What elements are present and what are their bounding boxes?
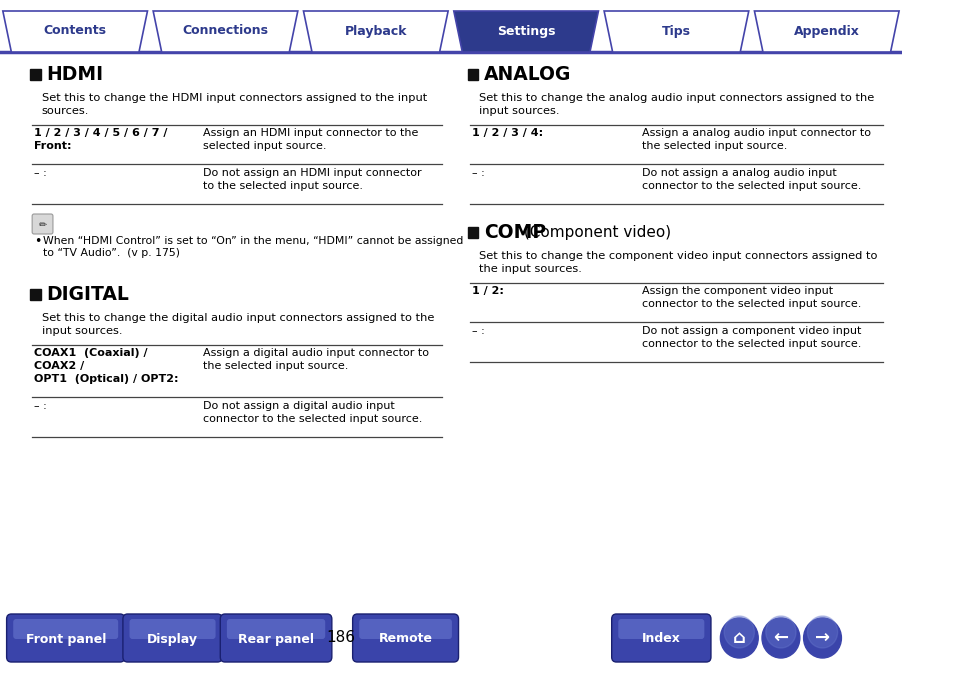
Polygon shape bbox=[454, 11, 598, 52]
Text: Do not assign a analog audio input: Do not assign a analog audio input bbox=[641, 168, 836, 178]
FancyBboxPatch shape bbox=[353, 614, 458, 662]
Text: – :: – : bbox=[34, 168, 47, 178]
Text: Index: Index bbox=[641, 633, 680, 645]
Text: OPT1  (Optical) / OPT2:: OPT1 (Optical) / OPT2: bbox=[34, 374, 178, 384]
Text: COAX2 /: COAX2 / bbox=[34, 361, 84, 371]
Text: Appendix: Appendix bbox=[793, 24, 859, 38]
Polygon shape bbox=[603, 11, 748, 52]
Text: the input sources.: the input sources. bbox=[478, 264, 581, 274]
Text: Assign a analog audio input connector to: Assign a analog audio input connector to bbox=[641, 128, 870, 138]
Text: Settings: Settings bbox=[497, 24, 555, 38]
Text: Tips: Tips bbox=[661, 24, 690, 38]
FancyBboxPatch shape bbox=[7, 614, 125, 662]
Text: COAX1  (Coaxial) /: COAX1 (Coaxial) / bbox=[34, 348, 148, 358]
Text: Front panel: Front panel bbox=[26, 633, 106, 645]
Text: Rear panel: Rear panel bbox=[238, 633, 314, 645]
Text: Display: Display bbox=[147, 633, 198, 645]
Text: Assign a digital audio input connector to: Assign a digital audio input connector t… bbox=[203, 348, 429, 358]
Text: input sources.: input sources. bbox=[478, 106, 559, 116]
Polygon shape bbox=[3, 11, 148, 52]
Circle shape bbox=[802, 618, 841, 658]
Circle shape bbox=[720, 618, 758, 658]
FancyBboxPatch shape bbox=[32, 214, 52, 234]
Text: connector to the selected input source.: connector to the selected input source. bbox=[641, 181, 861, 191]
FancyBboxPatch shape bbox=[13, 619, 118, 639]
Text: Do not assign an HDMI input connector: Do not assign an HDMI input connector bbox=[203, 168, 421, 178]
FancyBboxPatch shape bbox=[618, 619, 703, 639]
Text: Remote: Remote bbox=[378, 633, 432, 645]
Text: ←: ← bbox=[773, 629, 787, 647]
Polygon shape bbox=[303, 11, 448, 52]
Text: the selected input source.: the selected input source. bbox=[641, 141, 787, 151]
Text: Set this to change the analog audio input connectors assigned to the: Set this to change the analog audio inpu… bbox=[478, 93, 874, 103]
FancyBboxPatch shape bbox=[359, 619, 452, 639]
Text: ✏: ✏ bbox=[38, 220, 47, 230]
Text: the selected input source.: the selected input source. bbox=[203, 361, 348, 371]
Text: Do not assign a component video input: Do not assign a component video input bbox=[641, 326, 861, 336]
Text: DIGITAL: DIGITAL bbox=[47, 285, 129, 304]
Text: Front:: Front: bbox=[34, 141, 71, 151]
Text: HDMI: HDMI bbox=[47, 65, 103, 85]
Text: Contents: Contents bbox=[44, 24, 107, 38]
Text: ANALOG: ANALOG bbox=[483, 65, 571, 85]
Text: 1 / 2 / 3 / 4:: 1 / 2 / 3 / 4: bbox=[472, 128, 542, 138]
FancyBboxPatch shape bbox=[611, 614, 710, 662]
Bar bbox=[30, 289, 41, 300]
Text: Playback: Playback bbox=[344, 24, 407, 38]
Text: 1 / 2 / 3 / 4 / 5 / 6 / 7 /: 1 / 2 / 3 / 4 / 5 / 6 / 7 / bbox=[34, 128, 168, 138]
Circle shape bbox=[723, 616, 754, 648]
Text: connector to the selected input source.: connector to the selected input source. bbox=[203, 414, 422, 424]
Text: Assign the component video input: Assign the component video input bbox=[641, 286, 833, 296]
Text: – :: – : bbox=[34, 401, 47, 411]
Text: Set this to change the digital audio input connectors assigned to the: Set this to change the digital audio inp… bbox=[42, 313, 434, 323]
Text: selected input source.: selected input source. bbox=[203, 141, 326, 151]
Bar bbox=[468, 227, 477, 238]
FancyBboxPatch shape bbox=[130, 619, 215, 639]
Text: – :: – : bbox=[472, 326, 484, 336]
Text: connector to the selected input source.: connector to the selected input source. bbox=[641, 339, 861, 349]
Bar bbox=[468, 69, 477, 80]
Text: to “TV Audio”.  (v p. 175): to “TV Audio”. (v p. 175) bbox=[44, 248, 180, 258]
Text: Assign an HDMI input connector to the: Assign an HDMI input connector to the bbox=[203, 128, 418, 138]
Text: COMP: COMP bbox=[483, 223, 546, 242]
Text: 1 / 2:: 1 / 2: bbox=[472, 286, 503, 296]
Text: →: → bbox=[814, 629, 829, 647]
Circle shape bbox=[806, 616, 837, 648]
Bar bbox=[30, 69, 41, 80]
FancyBboxPatch shape bbox=[123, 614, 222, 662]
Polygon shape bbox=[153, 11, 297, 52]
Circle shape bbox=[765, 616, 795, 648]
Text: •: • bbox=[34, 234, 41, 248]
Text: Connections: Connections bbox=[182, 24, 268, 38]
Text: ⌂: ⌂ bbox=[732, 629, 745, 647]
Text: input sources.: input sources. bbox=[42, 326, 122, 336]
Text: sources.: sources. bbox=[42, 106, 89, 116]
Polygon shape bbox=[754, 11, 898, 52]
FancyBboxPatch shape bbox=[227, 619, 325, 639]
Text: (Component video): (Component video) bbox=[518, 225, 670, 240]
Text: Set this to change the HDMI input connectors assigned to the input: Set this to change the HDMI input connec… bbox=[42, 93, 426, 103]
Text: to the selected input source.: to the selected input source. bbox=[203, 181, 363, 191]
Text: Set this to change the component video input connectors assigned to: Set this to change the component video i… bbox=[478, 251, 877, 261]
Text: When “HDMI Control” is set to “On” in the menu, “HDMI” cannot be assigned: When “HDMI Control” is set to “On” in th… bbox=[44, 236, 463, 246]
Text: 186: 186 bbox=[326, 631, 355, 645]
Circle shape bbox=[761, 618, 799, 658]
Text: – :: – : bbox=[472, 168, 484, 178]
Text: Do not assign a digital audio input: Do not assign a digital audio input bbox=[203, 401, 395, 411]
Text: connector to the selected input source.: connector to the selected input source. bbox=[641, 299, 861, 309]
FancyBboxPatch shape bbox=[220, 614, 332, 662]
